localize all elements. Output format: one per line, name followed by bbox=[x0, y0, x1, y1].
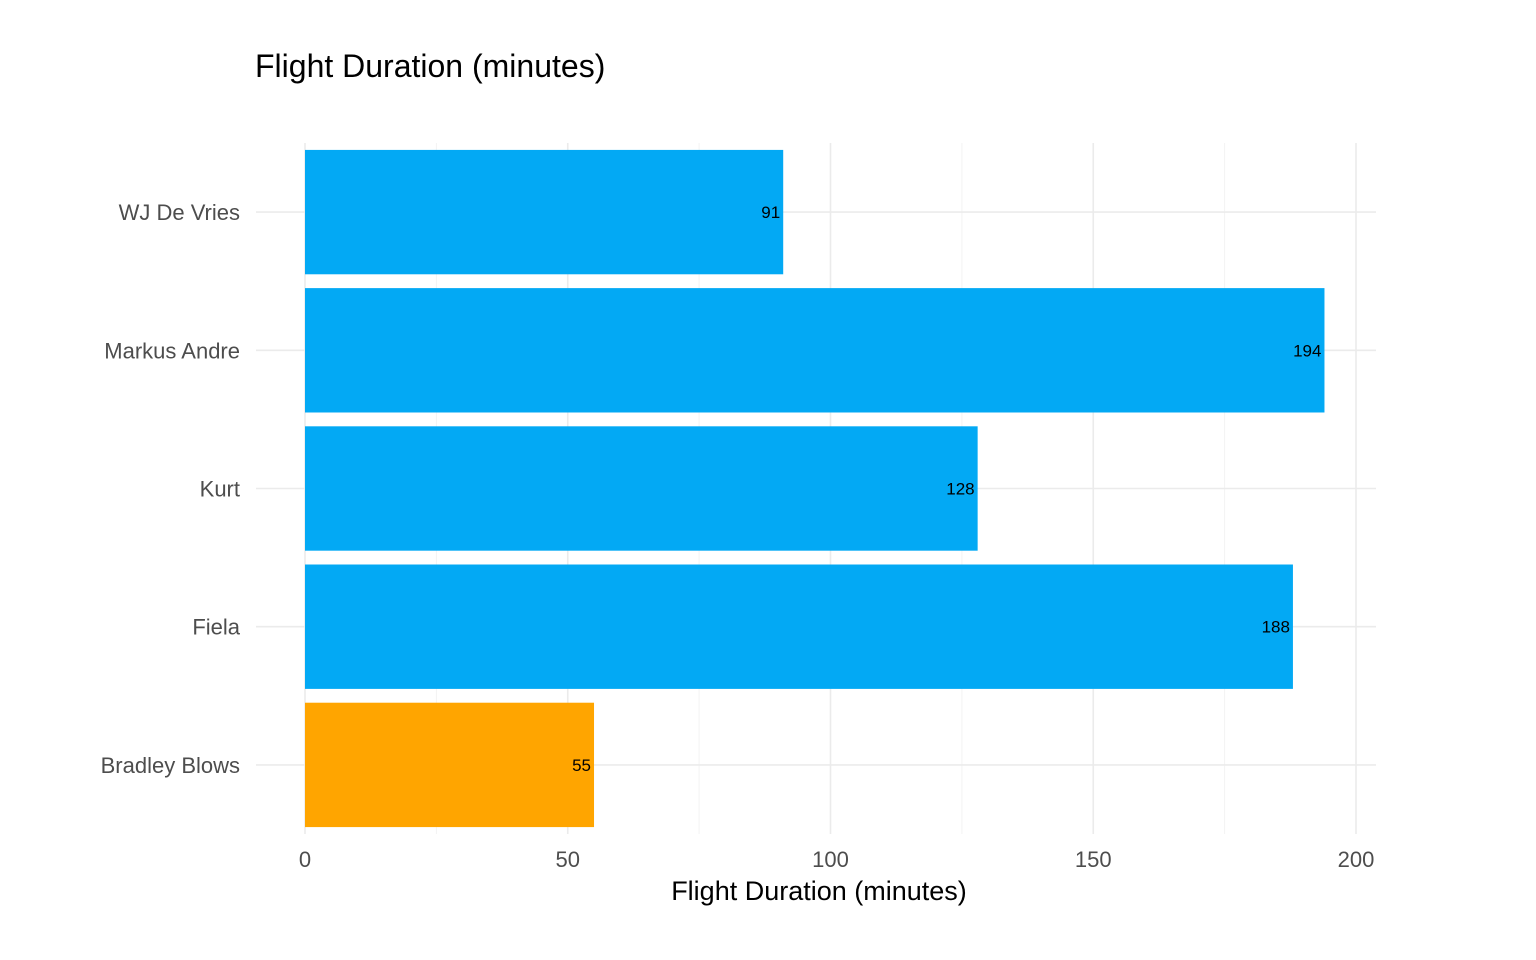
bar-fiela bbox=[305, 564, 1293, 689]
bar-wj-de-vries bbox=[305, 149, 784, 275]
x-tick-label: 100 bbox=[812, 847, 849, 872]
y-tick-label: Bradley Blows bbox=[101, 753, 240, 778]
x-tick-label: 0 bbox=[299, 847, 311, 872]
data-label: 194 bbox=[1293, 341, 1321, 360]
data-label: 128 bbox=[946, 480, 974, 499]
bar-kurt bbox=[305, 426, 978, 551]
bar-bradley-blows bbox=[305, 702, 595, 828]
y-tick-label: WJ De Vries bbox=[119, 200, 240, 225]
x-tick-label: 200 bbox=[1338, 847, 1375, 872]
bar-markus-andre bbox=[305, 288, 1325, 413]
x-tick-label: 50 bbox=[556, 847, 580, 872]
y-tick-label: Kurt bbox=[200, 477, 240, 502]
x-axis: 0 50 100 150 200 bbox=[299, 847, 1374, 872]
data-label: 55 bbox=[572, 756, 591, 775]
bars-layer bbox=[305, 149, 1325, 828]
y-tick-label: Markus Andre bbox=[104, 338, 240, 363]
y-tick-label: Fiela bbox=[192, 615, 240, 640]
x-tick-label: 150 bbox=[1075, 847, 1112, 872]
x-axis-title: Flight Duration (minutes) bbox=[671, 876, 967, 906]
y-axis: WJ De Vries Markus Andre Kurt Fiela Bradley … bbox=[101, 200, 241, 778]
data-labels-layer: 91 194 128 188 55 bbox=[572, 203, 1321, 775]
data-label: 91 bbox=[761, 203, 780, 222]
chart-title: Flight Duration (minutes) bbox=[255, 48, 606, 84]
data-label: 188 bbox=[1262, 618, 1290, 637]
